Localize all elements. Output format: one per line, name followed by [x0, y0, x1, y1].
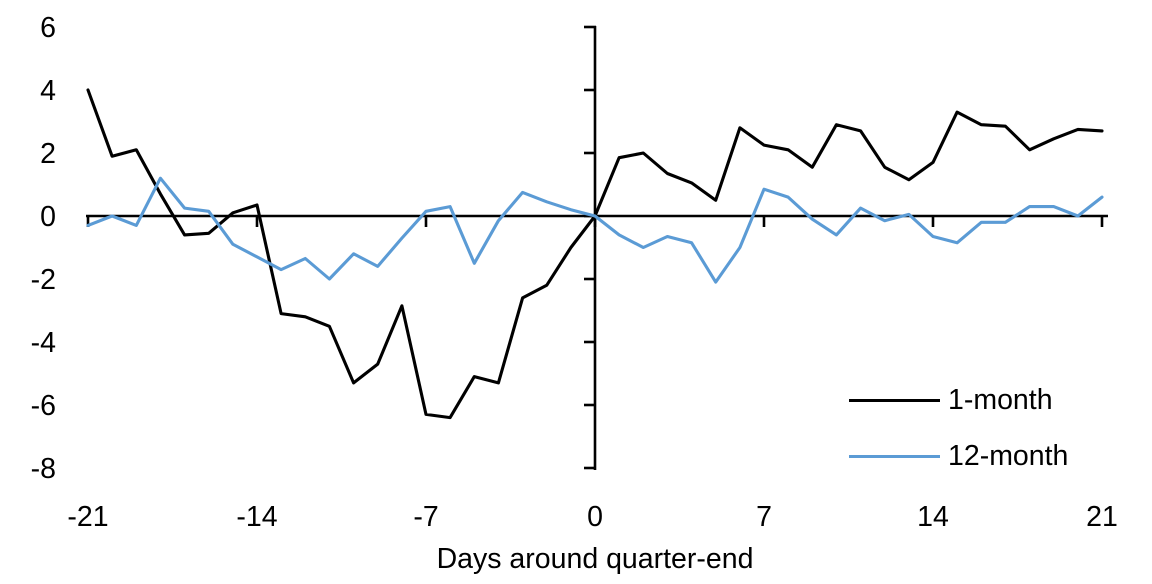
y-tick-label: -2 [31, 264, 56, 296]
x-tick-label: 0 [587, 501, 603, 533]
legend-item-12-month: 12-month [849, 442, 1068, 470]
x-tick-label: -21 [67, 501, 108, 533]
y-tick-label: 2 [40, 138, 56, 170]
y-tick-label: -6 [31, 390, 56, 422]
y-tick-label: 0 [40, 201, 56, 233]
x-tick-label: 7 [756, 501, 772, 533]
y-tick-label: -8 [31, 453, 56, 485]
x-tick-label: 14 [917, 501, 949, 533]
legend-label-12-month: 12-month [948, 440, 1069, 472]
legend-item-1-month: 1-month [849, 386, 1053, 414]
legend-swatch-12-month [849, 454, 940, 458]
x-tick-label: -14 [236, 501, 277, 533]
legend-label-1-month: 1-month [948, 384, 1053, 416]
legend-swatch-1-month [849, 398, 940, 402]
x-axis-title: Days around quarter-end [436, 543, 754, 575]
series-line-12-month [86, 176, 1104, 284]
x-tick-label: -7 [413, 501, 438, 533]
y-tick-label: -4 [31, 327, 56, 359]
y-tick-label: 6 [40, 12, 56, 44]
y-tick-label: 4 [40, 75, 56, 107]
x-tick-label: 21 [1086, 501, 1118, 533]
